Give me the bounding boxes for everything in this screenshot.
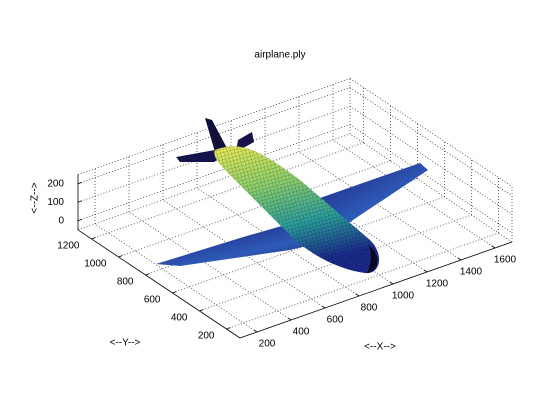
tick-mark [253,329,258,333]
x-tick-label: 400 [293,327,310,338]
grid-line [349,78,513,187]
y-tick-label: 800 [117,277,134,288]
airplane [156,118,428,274]
z-axis-label: <--Z--> [30,182,41,213]
x-tick-label: 1400 [460,267,483,278]
x-tick-label: 800 [361,303,378,314]
y-tick-label: 1200 [57,241,80,252]
x-tick-label: 600 [327,315,344,326]
y-tick-label: 200 [198,331,215,342]
grid-line [118,160,391,258]
tick-mark [457,257,462,261]
tick-mark [389,281,394,285]
y-tick-label: 1000 [84,259,107,270]
tick-mark [491,245,496,249]
tick-mark [423,269,428,273]
z-tick-label: 200 [47,178,64,189]
grid-line [332,139,496,249]
tick-mark [172,291,177,294]
grid-line [349,124,513,233]
y-tick-label: 400 [171,313,188,324]
x-tick-label: 1600 [494,255,517,266]
grid-line [128,211,292,321]
tick-mark [77,200,83,203]
tick-mark [118,255,123,258]
grid-line [349,133,513,243]
x-axis-label: <--X--> [364,342,396,353]
tail-fin [205,118,228,152]
chart-title: airplane.ply [254,50,305,61]
fuselage-mesh [214,146,380,274]
grid-line [94,223,258,333]
z-tick-label: 0 [58,215,64,226]
nose [367,245,378,273]
tick-mark [321,305,326,309]
x-tick-label: 1200 [426,279,449,290]
tick-mark [226,327,231,330]
left-wing [156,225,330,266]
y-axis-label: <--Y--> [110,338,141,349]
tick-mark [199,309,204,312]
tick-mark [77,181,83,185]
x-axis [239,241,513,339]
y-tick-label: 600 [144,295,161,306]
grid-line [77,133,351,231]
grid-line [349,87,513,196]
grid-line [196,187,360,297]
tick-mark [77,218,83,222]
y-axis [77,229,241,339]
z-tick-label: 100 [47,197,64,208]
tick-mark [355,293,360,297]
grid-line [226,232,499,330]
x-tick-label: 200 [259,339,276,350]
grid-line [349,105,513,215]
grid-line [91,142,364,240]
tick-mark [287,317,292,321]
tick-mark [91,237,96,240]
grid-line [77,124,351,221]
x-tick-label: 1000 [392,291,415,302]
grid-line [162,199,326,309]
tick-mark [145,273,150,276]
grid-line [298,151,462,261]
